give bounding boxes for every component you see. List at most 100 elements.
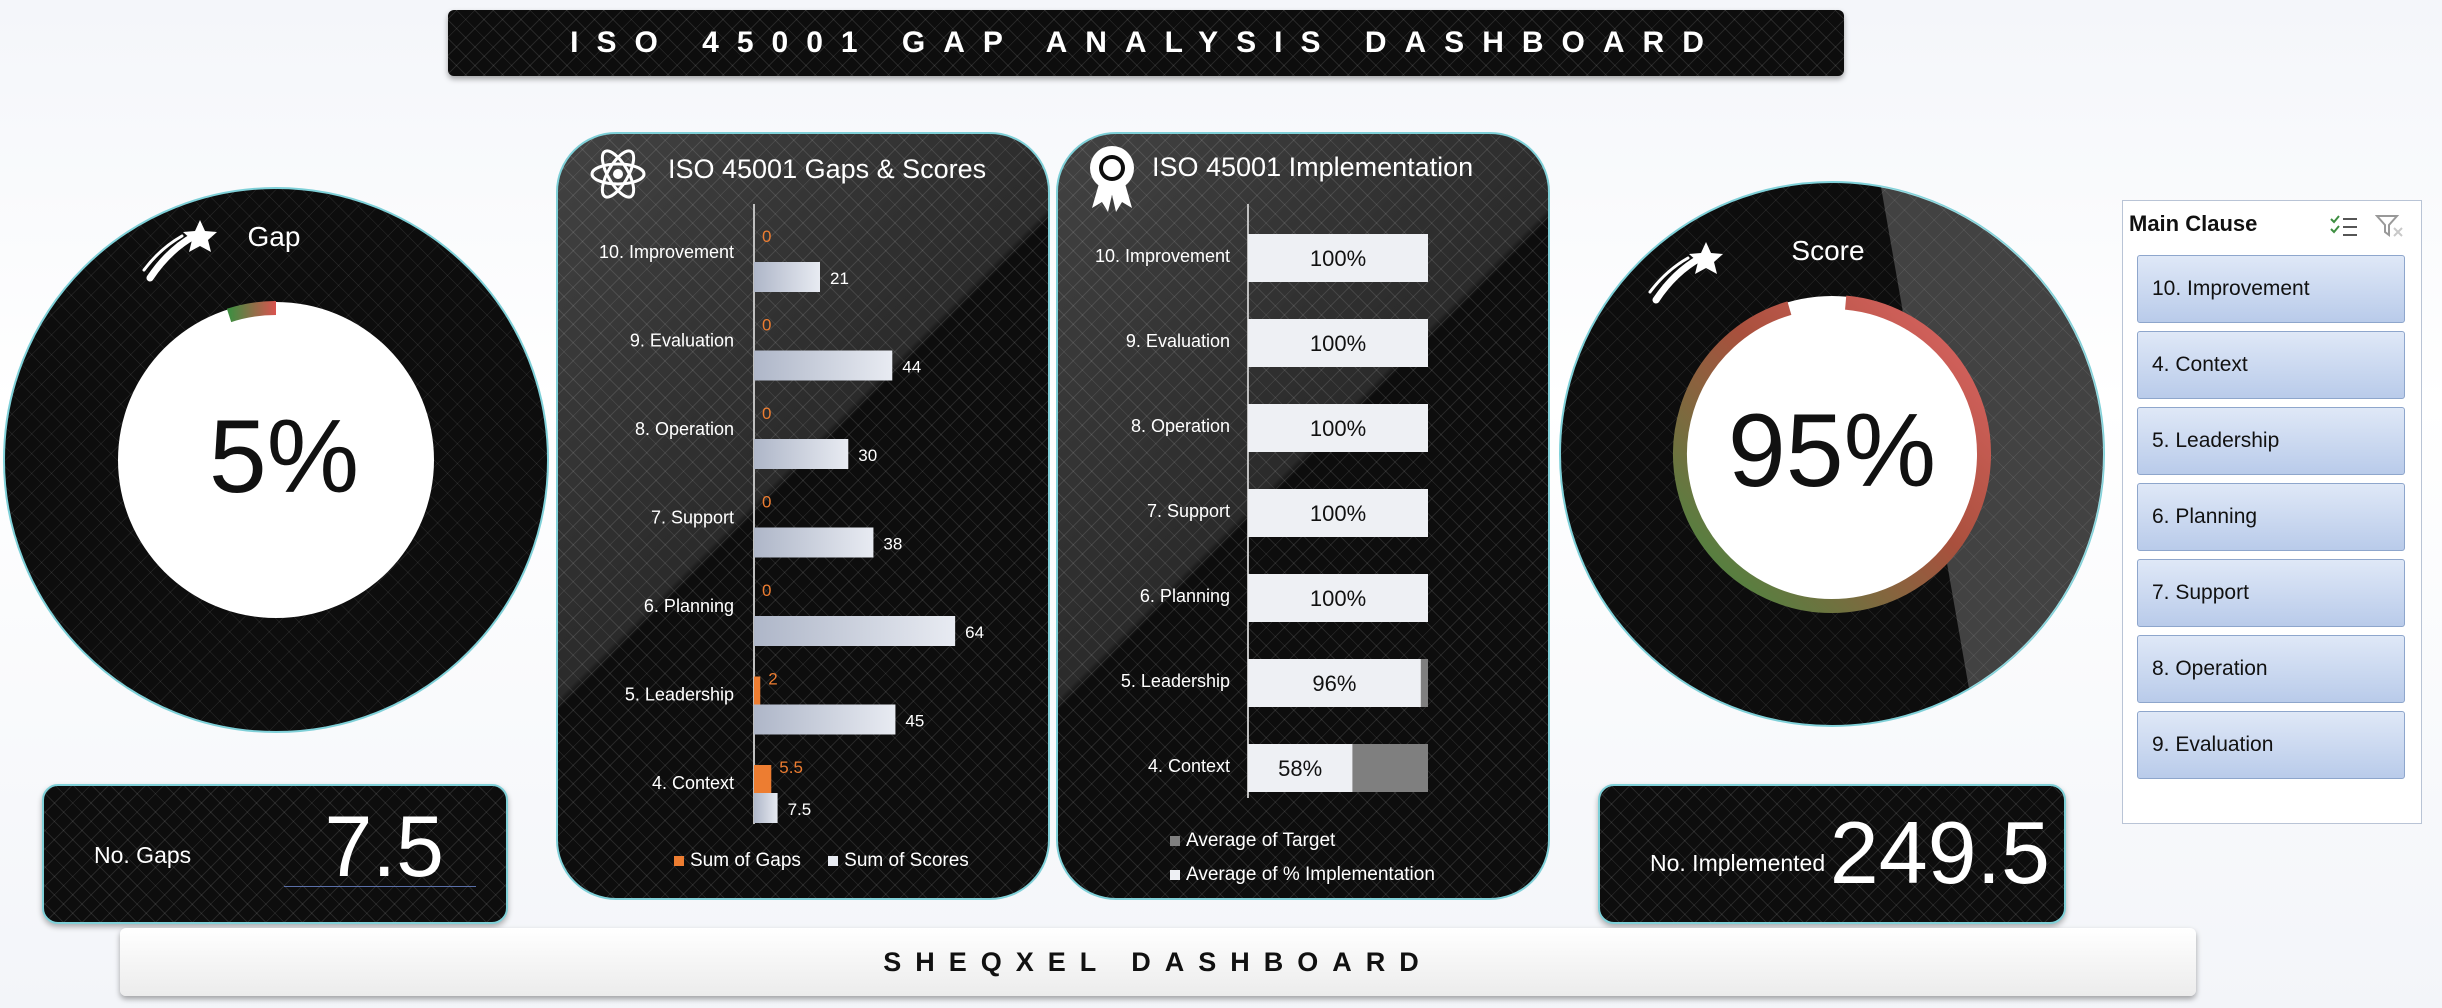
category-label: 7. Support bbox=[1147, 501, 1230, 521]
slicer-item-label: 4. Context bbox=[2152, 353, 2248, 376]
gap-gauge-center bbox=[118, 302, 434, 618]
no-implemented-card: No. Implemented 249.5 bbox=[1598, 784, 2066, 924]
footer-bar: SHEQXEL DASHBOARD bbox=[120, 928, 2196, 996]
slicer-item[interactable]: 9. Evaluation bbox=[2137, 711, 2405, 779]
score-data-label: 64 bbox=[965, 623, 984, 642]
implementation-data-label: 100% bbox=[1310, 331, 1366, 356]
slicer-item-label: 7. Support bbox=[2152, 581, 2249, 604]
score-bar bbox=[754, 262, 820, 292]
shooting-star-icon bbox=[1648, 242, 1723, 304]
score-gauge-sheen bbox=[1878, 182, 2104, 726]
category-label: 7. Support bbox=[651, 508, 734, 528]
implementation-data-label: 100% bbox=[1310, 586, 1366, 611]
score-data-label: 30 bbox=[858, 446, 877, 465]
legend-item-scores: Sum of Scores bbox=[828, 850, 969, 871]
implementation-data-label: 100% bbox=[1310, 501, 1366, 526]
multi-select-icon[interactable] bbox=[2329, 213, 2359, 239]
implementation-bar bbox=[1248, 234, 1428, 282]
gap-data-label: 0 bbox=[762, 227, 771, 246]
score-data-label: 38 bbox=[883, 535, 902, 554]
slicer-item[interactable]: 5. Leadership bbox=[2137, 407, 2405, 475]
score-bar bbox=[754, 616, 956, 646]
category-label: 6. Planning bbox=[1140, 586, 1230, 606]
implementation-data-label: 100% bbox=[1310, 416, 1366, 441]
slicer-item-label: 5. Leadership bbox=[2152, 429, 2280, 452]
gap-data-label: 0 bbox=[762, 581, 771, 600]
category-label: 4. Context bbox=[652, 773, 734, 793]
score-gauge-svg: Score 95% bbox=[1559, 181, 2105, 727]
slicer-item[interactable]: 10. Improvement bbox=[2137, 255, 2405, 323]
no-gaps-value: 7.5 bbox=[324, 799, 444, 895]
implementation-bar bbox=[1248, 489, 1428, 537]
no-gaps-underline bbox=[284, 886, 476, 887]
gaps-scores-legend: Sum of Gaps Sum of Scores bbox=[674, 850, 969, 872]
gap-bar bbox=[754, 765, 772, 793]
score-bar bbox=[754, 439, 849, 469]
category-label: 10. Improvement bbox=[599, 242, 734, 262]
legend-item-gaps: Sum of Gaps bbox=[674, 850, 801, 871]
category-label: 8. Operation bbox=[1131, 416, 1230, 436]
clear-filter-icon[interactable] bbox=[2375, 213, 2405, 239]
gap-data-label: 5.5 bbox=[779, 758, 803, 777]
gap-gauge: Gap 5% bbox=[2, 186, 550, 734]
gap-gauge-label: Gap bbox=[248, 221, 301, 252]
score-bar bbox=[754, 793, 778, 823]
implementation-title: ISO 45001 Implementation bbox=[1152, 152, 1474, 182]
gap-data-label: 0 bbox=[762, 316, 771, 335]
category-label: 6. Planning bbox=[644, 596, 734, 616]
atom-icon bbox=[590, 149, 646, 199]
footer-title: SHEQXEL DASHBOARD bbox=[883, 946, 1433, 977]
slicer-item[interactable]: 4. Context bbox=[2137, 331, 2405, 399]
dashboard-title-bar: ISO 45001 GAP ANALYSIS DASHBOARD bbox=[448, 10, 1844, 76]
score-gauge: Score 95% bbox=[1558, 180, 2106, 728]
implementation-data-label: 100% bbox=[1310, 246, 1366, 271]
slicer-item[interactable]: 7. Support bbox=[2137, 559, 2405, 627]
slicer-item-label: 9. Evaluation bbox=[2152, 733, 2274, 756]
legend-item-target: Average of Target bbox=[1170, 824, 1435, 858]
slicer-item-label: 6. Planning bbox=[2152, 505, 2258, 528]
no-gaps-label: No. Gaps bbox=[94, 842, 192, 868]
score-data-label: 7.5 bbox=[788, 800, 812, 819]
score-data-label: 45 bbox=[905, 712, 924, 731]
implementation-chart: 10. Improvement 100% 9. Evaluation 100% 8. O… bbox=[1095, 204, 1428, 798]
category-label: 9. Evaluation bbox=[630, 331, 734, 351]
score-gauge-arc bbox=[1673, 295, 1991, 613]
gap-gauge-arc bbox=[226, 301, 277, 323]
implementation-panel: ISO 45001 Implementation 10. Improvement… bbox=[1056, 132, 1550, 900]
gaps-scores-chart: 10. Improvement 0 21 9. Evaluation 0 44 8. Ope… bbox=[599, 204, 984, 824]
category-label: 8. Operation bbox=[635, 419, 734, 439]
gap-data-label: 0 bbox=[762, 404, 771, 423]
slicer-item[interactable]: 8. Operation bbox=[2137, 635, 2405, 703]
score-bar bbox=[754, 350, 893, 381]
gap-gauge-value: 5% bbox=[209, 399, 359, 515]
gap-data-label: 0 bbox=[762, 493, 771, 512]
implementation-data-label: 96% bbox=[1312, 671, 1356, 696]
score-gauge-center bbox=[1674, 296, 1990, 612]
gaps-scores-title: ISO 45001 Gaps & Scores bbox=[668, 154, 987, 184]
implementation-legend: Average of Target Average of % Implement… bbox=[1170, 824, 1435, 892]
slicer-item-label: 8. Operation bbox=[2152, 657, 2268, 680]
gap-data-label: 2 bbox=[768, 670, 777, 689]
gaps-scores-panel: ISO 45001 Gaps & Scores 10. Improvement 0… bbox=[556, 132, 1050, 900]
no-implemented-value: 249.5 bbox=[1829, 803, 2050, 902]
slicer-item-label: 10. Improvement bbox=[2152, 277, 2310, 300]
main-clause-slicer: Main Clause 10. Improvement 4. Context 5. … bbox=[2122, 200, 2422, 824]
award-ribbon-icon bbox=[1090, 146, 1134, 212]
slicer-item[interactable]: 6. Planning bbox=[2137, 483, 2405, 551]
dashboard-title: ISO 45001 GAP ANALYSIS DASHBOARD bbox=[570, 26, 1722, 59]
slicer-header: Main Clause bbox=[2129, 211, 2258, 236]
gap-bar bbox=[754, 676, 761, 705]
category-label: 5. Leadership bbox=[625, 685, 734, 705]
implementation-bar bbox=[1248, 659, 1421, 707]
no-implemented-label: No. Implemented bbox=[1650, 850, 1826, 876]
score-bar bbox=[754, 527, 874, 558]
score-gauge-label: Score bbox=[1791, 235, 1864, 266]
category-label: 9. Evaluation bbox=[1126, 331, 1230, 351]
implementation-bar bbox=[1248, 574, 1428, 622]
no-gaps-card: No. Gaps 7.5 bbox=[42, 784, 508, 924]
implementation-bar bbox=[1248, 319, 1428, 367]
score-gauge-value: 95% bbox=[1728, 393, 1936, 509]
score-data-label: 21 bbox=[830, 269, 849, 288]
implementation-data-label: 58% bbox=[1278, 756, 1322, 781]
implementation-bar bbox=[1248, 744, 1353, 792]
